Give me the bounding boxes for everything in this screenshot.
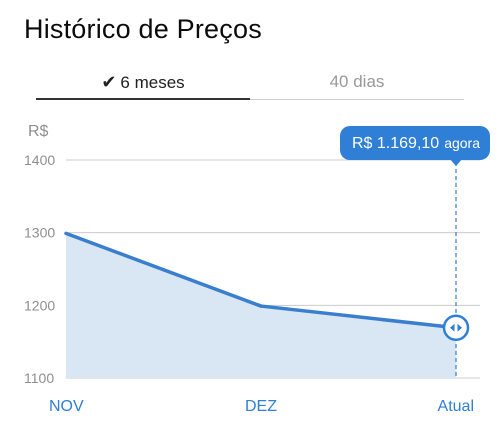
- price-line-segment: [259, 304, 458, 330]
- y-axis-label: R$: [28, 123, 49, 140]
- check-icon: ✔: [101, 72, 117, 92]
- tab-40-dias[interactable]: 40 dias: [250, 64, 464, 100]
- current-price-suffix: agora: [444, 135, 480, 151]
- x-tick-label: DEZ: [245, 398, 277, 415]
- price-line-segment: [64, 231, 263, 308]
- tabs-divider: [36, 99, 464, 100]
- tab-6-meses[interactable]: ✔ 6 meses: [36, 64, 250, 100]
- price-area: [66, 233, 456, 378]
- y-tick-label: 1400: [24, 152, 55, 168]
- page-title: Histórico de Preços: [24, 14, 262, 44]
- tab-40-dias-label: 40 dias: [329, 72, 385, 91]
- active-tab-indicator: [36, 98, 250, 100]
- y-tick-label: 1200: [24, 297, 55, 313]
- y-tick-label: 1100: [24, 370, 54, 386]
- current-price-value: R$ 1.169,10: [352, 135, 440, 152]
- arrow-left-icon: [450, 323, 455, 332]
- tooltip-pointer: [449, 158, 463, 166]
- current-price-tooltip: R$ 1.169,10 agora: [340, 126, 490, 160]
- tab-6-meses-label: 6 meses: [120, 73, 185, 92]
- period-tabs: ✔ 6 meses 40 dias: [36, 64, 464, 104]
- arrow-right-icon: [457, 323, 462, 332]
- x-tick-label: Atual: [438, 398, 474, 415]
- data-point-current: [442, 314, 470, 342]
- y-tick-label: 1300: [24, 225, 55, 241]
- x-tick-label: NOV: [49, 398, 84, 415]
